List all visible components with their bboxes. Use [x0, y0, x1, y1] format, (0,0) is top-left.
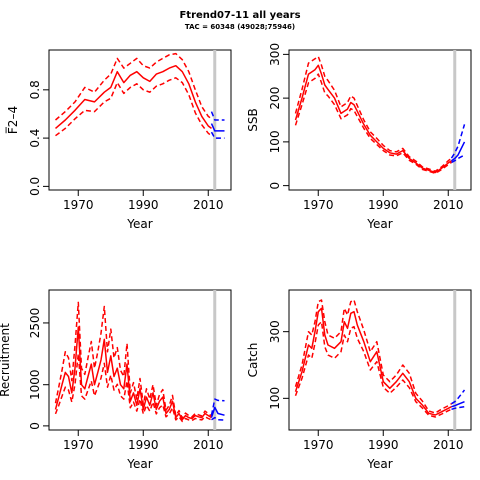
x-tick-label: 1970 — [303, 438, 334, 452]
y-axis-label: F̅2–4 — [5, 106, 20, 134]
panel-cat: 1970 1990 2010 100 300 Year Catch — [246, 289, 472, 471]
forecast-dashed-line — [450, 124, 466, 159]
y-tick-label: 100 — [268, 387, 282, 410]
estimate-solid-line — [294, 64, 452, 174]
y-tick-label: 300 — [268, 43, 282, 66]
x-axis-label: Year — [126, 457, 152, 471]
y-tick-label: 300 — [268, 320, 282, 343]
x-tick-label: 1990 — [368, 438, 399, 452]
figure-subtitle: TAC = 60348 (49028;75946) — [184, 23, 296, 31]
y-tick-label: 2500 — [28, 308, 42, 339]
forecast-dashed-line — [210, 111, 225, 121]
x-axis-label: Year — [366, 457, 392, 471]
forecast-dashed-line — [451, 389, 466, 405]
forecast-dashed-line — [451, 405, 465, 411]
plot-frame — [48, 49, 232, 191]
estimate-solid-line — [294, 307, 452, 416]
panel-ssb: 1970 1990 2010 0 100 200 300 Year SSB — [246, 43, 472, 231]
y-axis-label: Catch — [246, 343, 260, 378]
x-tick-label: 1970 — [63, 438, 94, 452]
estimate-dashed-line — [294, 299, 452, 414]
estimate-dashed-line — [54, 353, 212, 423]
x-axis-label: Year — [126, 217, 152, 231]
y-tick-label: 1000 — [28, 369, 42, 400]
x-tick-label: 1990 — [128, 438, 159, 452]
x-tick-label: 1970 — [63, 198, 94, 212]
panel-f: 1970 1990 2010 0.0 0.4 0.8 Year F̅2–4 — [5, 49, 232, 231]
x-tick-label: 2010 — [193, 198, 224, 212]
x-axis-label: Year — [366, 217, 392, 231]
forecast-solid-line — [210, 406, 225, 418]
forecast-dashed-line — [210, 398, 225, 416]
x-tick-label: 1990 — [368, 198, 399, 212]
forecast-dashed-line — [210, 131, 225, 139]
x-tick-label: 2010 — [193, 438, 224, 452]
forecast-solid-line — [451, 401, 465, 408]
estimate-dashed-line — [55, 77, 212, 137]
forecast-dashed-line — [451, 154, 465, 164]
x-tick-label: 2010 — [433, 198, 464, 212]
estimate-solid-line — [55, 64, 212, 129]
y-tick-label: 0.8 — [28, 80, 42, 99]
y-tick-label: 0.0 — [28, 177, 42, 196]
forecast-solid-line — [210, 123, 225, 132]
x-tick-label: 1990 — [128, 198, 159, 212]
estimate-dashed-line — [54, 301, 212, 419]
y-tick-label: 0 — [268, 182, 282, 190]
estimate-dashed-line — [294, 320, 452, 418]
estimate-dashed-line — [55, 52, 212, 121]
x-tick-label: 2010 — [433, 438, 464, 452]
estimate-dashed-line — [294, 55, 452, 172]
forecast-solid-line — [451, 141, 466, 162]
plot-frame — [48, 289, 232, 431]
plot-frame — [288, 289, 472, 431]
forecast-dashed-line — [211, 416, 225, 421]
y-tick-label: 200 — [268, 87, 282, 110]
y-tick-label: 0.4 — [28, 129, 42, 148]
figure-title: Ftrend07-11 all years — [179, 10, 301, 21]
plot-frame — [288, 49, 472, 191]
y-axis-label: Recruitment — [0, 323, 12, 397]
y-axis-label: SSB — [246, 108, 260, 131]
y-tick-label: 0 — [28, 422, 42, 430]
x-tick-label: 1970 — [303, 198, 334, 212]
estimate-solid-line — [54, 326, 212, 421]
y-tick-label: 100 — [268, 130, 282, 153]
estimate-dashed-line — [294, 73, 452, 175]
panel-rec: 1970 1990 2010 0 1000 2500 Year Recruitment — [0, 289, 232, 471]
